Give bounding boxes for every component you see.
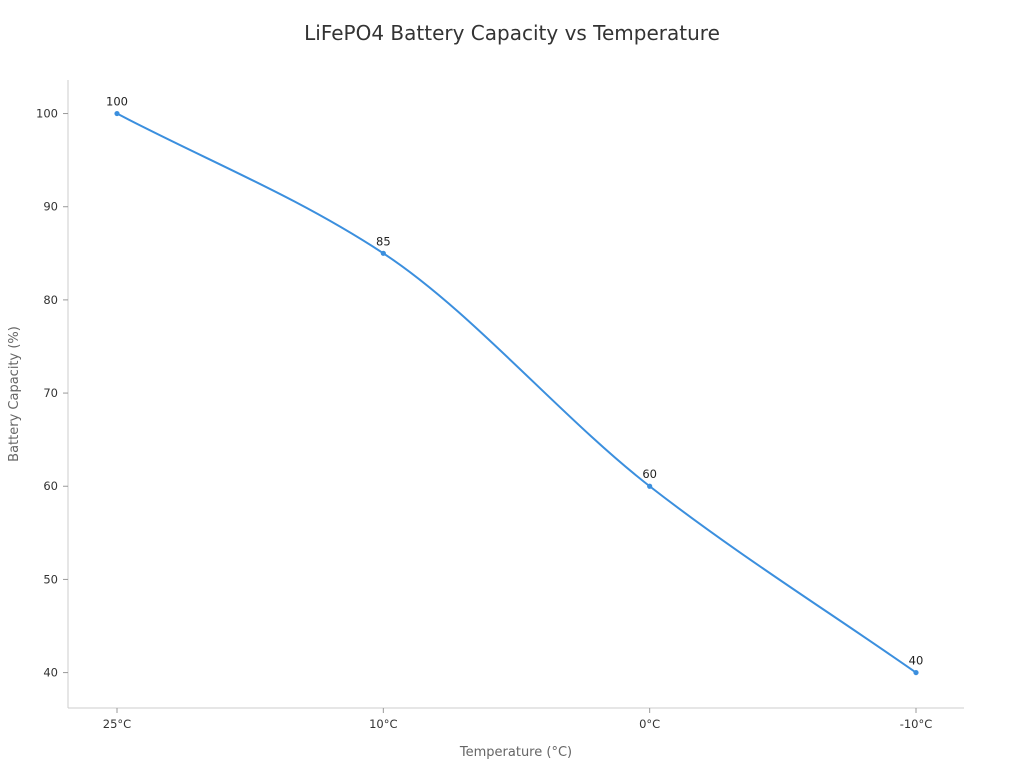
y-tick-label: 100: [36, 107, 58, 121]
data-labels-layer: 100 85 60 40: [106, 95, 923, 668]
y-tick-label: 70: [43, 386, 58, 400]
y-tick-label: 40: [43, 666, 58, 680]
chart-title: LiFePO4 Battery Capacity vs Temperature: [304, 21, 720, 45]
y-tick-label: 80: [43, 293, 58, 307]
x-tick-label: 25°C: [103, 717, 131, 731]
y-tick-label: 60: [43, 479, 58, 493]
y-axis-ticks: 40 50 60 70 80 90 100: [36, 107, 68, 680]
data-point[interactable]: [380, 250, 386, 256]
y-axis-label: Battery Capacity (%): [7, 326, 22, 462]
series-line: [116, 112, 917, 674]
data-point[interactable]: [114, 110, 120, 117]
data-label: 100: [106, 95, 128, 109]
x-axis-label: Temperature (°C): [459, 745, 572, 760]
data-point[interactable]: [913, 669, 919, 676]
x-tick-label: -10°C: [900, 717, 933, 731]
y-tick-label: 90: [43, 200, 58, 214]
x-tick-label: 10°C: [369, 717, 397, 731]
y-tick-label: 50: [43, 572, 58, 586]
series-layer: [116, 112, 917, 674]
data-point[interactable]: [647, 483, 653, 489]
x-tick-label: 0°C: [639, 717, 660, 731]
x-axis-ticks: 25°C 10°C 0°C -10°C: [103, 708, 933, 731]
points-layer: [114, 110, 919, 676]
data-label: 85: [376, 234, 391, 248]
data-label: 40: [909, 654, 924, 668]
data-label: 60: [642, 467, 657, 481]
